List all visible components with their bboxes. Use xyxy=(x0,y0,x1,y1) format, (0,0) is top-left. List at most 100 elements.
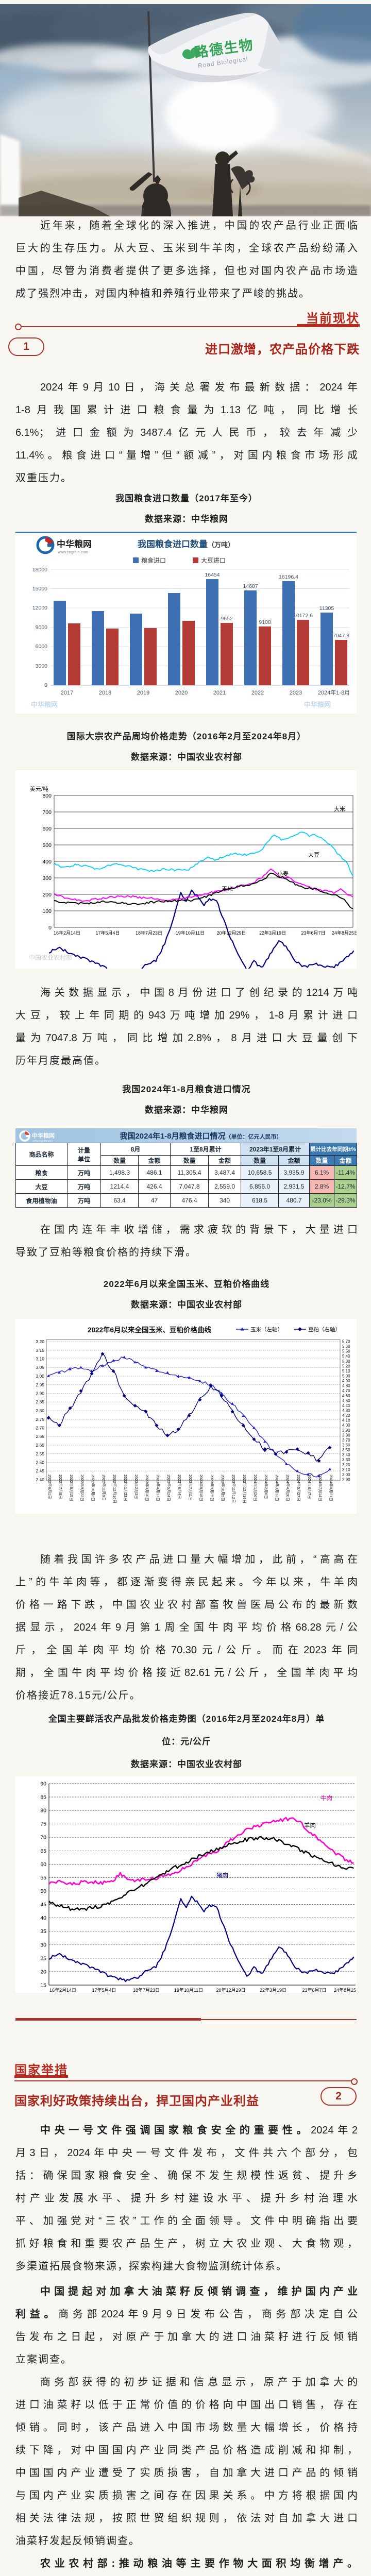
svg-text:600: 600 xyxy=(42,826,52,832)
svg-text:70: 70 xyxy=(40,1835,46,1841)
svg-text:2.55: 2.55 xyxy=(36,1451,44,1456)
svg-text:2024年4月20日: 2024年4月20日 xyxy=(285,1475,291,1501)
svg-text:4.00: 4.00 xyxy=(342,1423,350,1428)
svg-text:2.75: 2.75 xyxy=(36,1417,44,1422)
svg-text:3.60: 3.60 xyxy=(342,1443,350,1448)
svg-text:3.80: 3.80 xyxy=(342,1433,350,1437)
svg-text:中华粮网: 中华粮网 xyxy=(31,701,58,708)
svg-text:45: 45 xyxy=(40,1902,46,1908)
svg-text:4.40: 4.40 xyxy=(342,1403,350,1408)
svg-text:0: 0 xyxy=(48,925,52,931)
svg-text:玉米（左轴）: 玉米（左轴） xyxy=(250,1326,283,1333)
svg-text:2.50: 2.50 xyxy=(36,1460,44,1465)
svg-text:9000: 9000 xyxy=(36,624,48,631)
svg-text:2018: 2018 xyxy=(99,690,111,696)
svg-text:5.00: 5.00 xyxy=(342,1374,350,1379)
svg-text:2024年6月7日: 2024年6月7日 xyxy=(307,1475,312,1499)
svg-text:9652: 9652 xyxy=(221,616,233,622)
svg-text:2023年8月18日: 2023年8月18日 xyxy=(199,1475,204,1501)
svg-text:2.65: 2.65 xyxy=(36,1434,44,1439)
svg-text:4.60: 4.60 xyxy=(342,1394,350,1398)
svg-text:2024年1-8月: 2024年1-8月 xyxy=(318,689,350,696)
svg-text:11305: 11305 xyxy=(319,605,334,612)
svg-text:2023年10月5日: 2023年10月5日 xyxy=(221,1475,226,1501)
svg-text:3.70: 3.70 xyxy=(342,1438,350,1443)
svg-text:14687: 14687 xyxy=(243,583,258,589)
svg-text:22年3月19日: 22年3月19日 xyxy=(260,1987,286,1993)
svg-text:24年8月25日: 24年8月25日 xyxy=(332,930,357,936)
svg-text:中华粮网: 中华粮网 xyxy=(304,701,331,708)
svg-text:15000: 15000 xyxy=(32,586,47,592)
svg-text:2023年1月23日: 2023年1月23日 xyxy=(123,1475,128,1501)
svg-text:23年6月7日: 23年6月7日 xyxy=(302,1987,326,1993)
svg-text:粮食进口: 粮食进口 xyxy=(141,556,166,564)
svg-text:12000: 12000 xyxy=(32,605,47,611)
svg-text:18000: 18000 xyxy=(32,567,47,573)
svg-text:5.40: 5.40 xyxy=(342,1354,350,1359)
svg-text:19年10月11日: 19年10月11日 xyxy=(176,930,205,936)
svg-text:2.45: 2.45 xyxy=(36,1468,44,1473)
svg-text:2023年12月19日: 2023年12月19日 xyxy=(242,1475,247,1503)
svg-text:3.15: 3.15 xyxy=(36,1348,44,1353)
svg-text:2.85: 2.85 xyxy=(36,1399,44,1404)
svg-text:2023年7月11日: 2023年7月11日 xyxy=(188,1475,193,1501)
svg-text:400: 400 xyxy=(42,859,52,865)
svg-text:4.10: 4.10 xyxy=(342,1418,350,1423)
svg-text:猪肉: 猪肉 xyxy=(216,1872,228,1879)
svg-text:2024年1月26日: 2024年1月26日 xyxy=(253,1475,258,1501)
svg-text:5.60: 5.60 xyxy=(342,1344,350,1349)
svg-text:60: 60 xyxy=(40,1861,46,1868)
svg-text:4.70: 4.70 xyxy=(342,1388,350,1393)
svg-text:2024年7月14日: 2024年7月14日 xyxy=(318,1475,323,1501)
svg-text:4.90: 4.90 xyxy=(342,1379,350,1383)
svg-text:2024年5月27日: 2024年5月27日 xyxy=(296,1475,301,1501)
svg-text:2022年11月9日: 2022年11月9日 xyxy=(102,1475,107,1501)
svg-text:5.10: 5.10 xyxy=(342,1369,350,1374)
svg-text:美元/吨: 美元/吨 xyxy=(30,786,48,792)
svg-text:25: 25 xyxy=(40,1955,46,1961)
svg-text:2023年2月3日: 2023年2月3日 xyxy=(134,1475,139,1499)
svg-text:我国粮食进口数量（万吨）: 我国粮食进口数量（万吨） xyxy=(138,539,234,549)
svg-text:24年8月25日: 24年8月25日 xyxy=(334,1987,357,1993)
svg-text:3.05: 3.05 xyxy=(36,1365,44,1370)
svg-text:小麦: 小麦 xyxy=(277,871,289,877)
svg-text:3.20: 3.20 xyxy=(342,1463,350,1467)
svg-text:30: 30 xyxy=(40,1942,46,1948)
svg-text:中国农业农村部: 中国农业农村部 xyxy=(29,954,72,961)
svg-text:85: 85 xyxy=(40,1794,46,1801)
svg-text:3.30: 3.30 xyxy=(342,1458,350,1462)
svg-text:5.20: 5.20 xyxy=(342,1364,350,1368)
svg-text:2023年3月10日: 2023年3月10日 xyxy=(145,1475,150,1501)
svg-text:16年2月14日: 16年2月14日 xyxy=(49,1987,76,1993)
svg-text:4.30: 4.30 xyxy=(342,1409,350,1413)
svg-text:90: 90 xyxy=(40,1781,46,1787)
svg-text:700: 700 xyxy=(42,809,52,816)
svg-text:16年2月14日: 16年2月14日 xyxy=(54,930,80,936)
svg-text:2023: 2023 xyxy=(290,690,302,696)
svg-text:3.20: 3.20 xyxy=(36,1339,44,1344)
svg-text:3.40: 3.40 xyxy=(342,1453,350,1458)
svg-text:大豆进口: 大豆进口 xyxy=(201,557,226,564)
svg-text:3.10: 3.10 xyxy=(36,1357,44,1362)
svg-text:7047.8: 7047.8 xyxy=(333,633,349,639)
svg-text:羊肉: 羊肉 xyxy=(304,1822,316,1829)
svg-text:2022年8月15日: 2022年8月15日 xyxy=(69,1475,74,1501)
svg-text:2023年5月24日: 2023年5月24日 xyxy=(166,1475,172,1501)
svg-text:16196.4: 16196.4 xyxy=(279,574,298,580)
svg-text:2.40: 2.40 xyxy=(36,1477,44,1482)
svg-text:2022年12月16日: 2022年12月16日 xyxy=(112,1475,117,1503)
svg-text:300: 300 xyxy=(42,875,52,882)
svg-text:55: 55 xyxy=(40,1875,46,1881)
svg-text:3000: 3000 xyxy=(36,663,48,669)
svg-text:2019: 2019 xyxy=(137,690,149,696)
svg-text:玉米: 玉米 xyxy=(222,886,233,892)
svg-text:800: 800 xyxy=(42,793,52,799)
svg-text:3.90: 3.90 xyxy=(342,1428,350,1433)
svg-text:15: 15 xyxy=(40,1982,46,1989)
svg-text:2.90: 2.90 xyxy=(36,1391,44,1396)
svg-text:2017: 2017 xyxy=(61,690,73,696)
svg-text:大米: 大米 xyxy=(334,805,345,812)
svg-text:2022: 2022 xyxy=(251,690,264,696)
svg-text:20年12月29日: 20年12月29日 xyxy=(216,930,246,936)
svg-text:2022年9月22日: 2022年9月22日 xyxy=(80,1475,85,1501)
